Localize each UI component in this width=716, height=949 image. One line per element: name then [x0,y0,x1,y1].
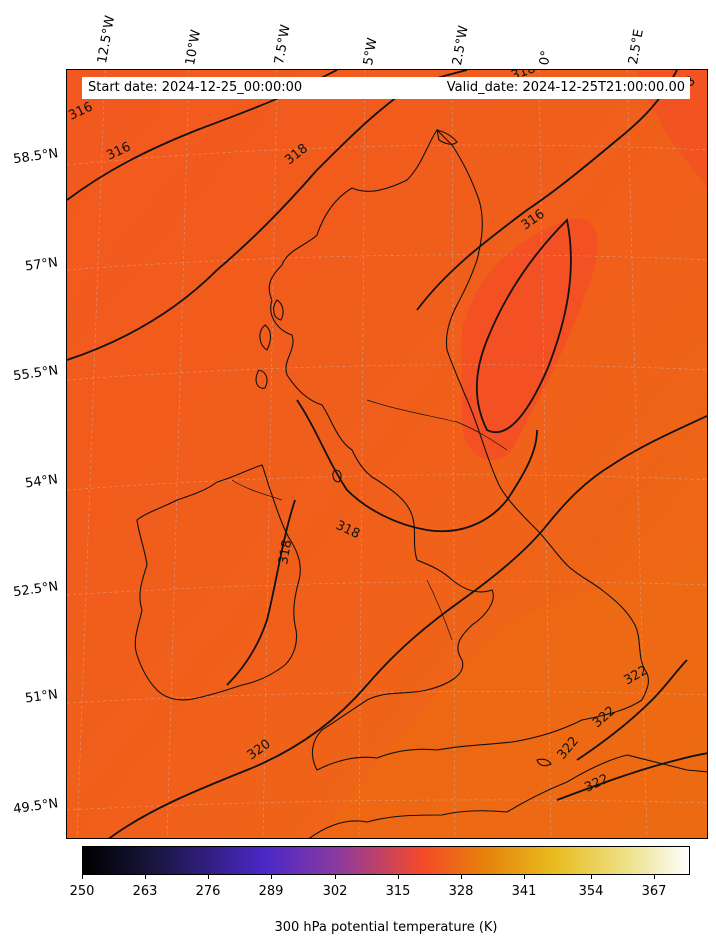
great-britain-coast [268,129,649,771]
lon-label: 2.5°W [450,24,472,67]
lat-label: 55.5°N [12,363,60,385]
colorbar-tick-label: 354 [578,884,604,899]
coastlines [134,129,707,838]
lon-label: 7.5°W [272,23,294,66]
contour-320 [108,414,707,838]
lat-label: 49.5°N [12,796,60,818]
contour-318-irish [226,499,296,686]
colorbar-tick-label: 276 [195,884,221,899]
warm-region [318,570,707,838]
graticule [67,70,707,838]
lat-label: 51°N [24,687,60,707]
lon-label: 5°W [361,36,381,67]
colorbar-tick [145,875,146,879]
colorbar-tick-label: 315 [385,884,411,899]
colorbar-tick-label: 263 [132,884,158,899]
colorbar-tick-label: 341 [511,884,537,899]
colorbar-tick [591,875,592,879]
colorbar-tick [654,875,655,879]
colorbar-tick [82,875,83,879]
lat-label: 54°N [24,472,60,492]
lon-label: 10°W [183,28,205,67]
colorbar-gradient [83,847,689,874]
colorbar-tick [461,875,462,879]
colorbar [82,846,690,875]
borders [231,399,508,641]
contour-316-ridge [475,218,572,433]
ireland-coast [134,464,301,701]
colorbar-tick-label: 367 [641,884,667,899]
contour-322-a [576,659,688,761]
contour-316-east [416,70,678,311]
colorbar-tick-label: 328 [448,884,474,899]
colorbar-title: 300 hPa potential temperature (K) [274,920,498,935]
map-panel: 316 316 318 318 316 318 318 318 320 322 … [66,69,708,839]
lat-label: 52.5°N [12,579,60,601]
france-coast [308,754,707,838]
colorbar-tick-label: 250 [69,884,95,899]
lon-label: 2.5°E [626,28,647,66]
colorbar-tick [398,875,399,879]
lon-label: 0° [537,49,555,67]
lon-label: 12.5°W [95,14,119,65]
lat-label: 58.5°N [12,146,60,168]
colorbar-tick [208,875,209,879]
colorbar-tick [524,875,525,879]
colorbar-tick-label: 302 [322,884,348,899]
contour-label: 318 [276,539,295,566]
contour-322-b [556,752,707,801]
date-info-box: Start date: 2024-12-25_00:00:00 Valid_da… [82,77,690,99]
valid-date-label: Valid_date: 2024-12-25T21:00:00.00 [446,80,685,95]
colorbar-tick-label: 289 [258,884,284,899]
contour-318-central [296,399,538,533]
lat-label: 57°N [24,255,60,275]
colorbar-tick [271,875,272,879]
colorbar-tick [335,875,336,879]
map-canvas: 316 316 318 318 316 318 318 318 320 322 … [67,70,707,838]
cool-region-ne [637,70,707,188]
cool-region [462,218,598,460]
start-date-label: Start date: 2024-12-25_00:00:00 [88,80,303,95]
